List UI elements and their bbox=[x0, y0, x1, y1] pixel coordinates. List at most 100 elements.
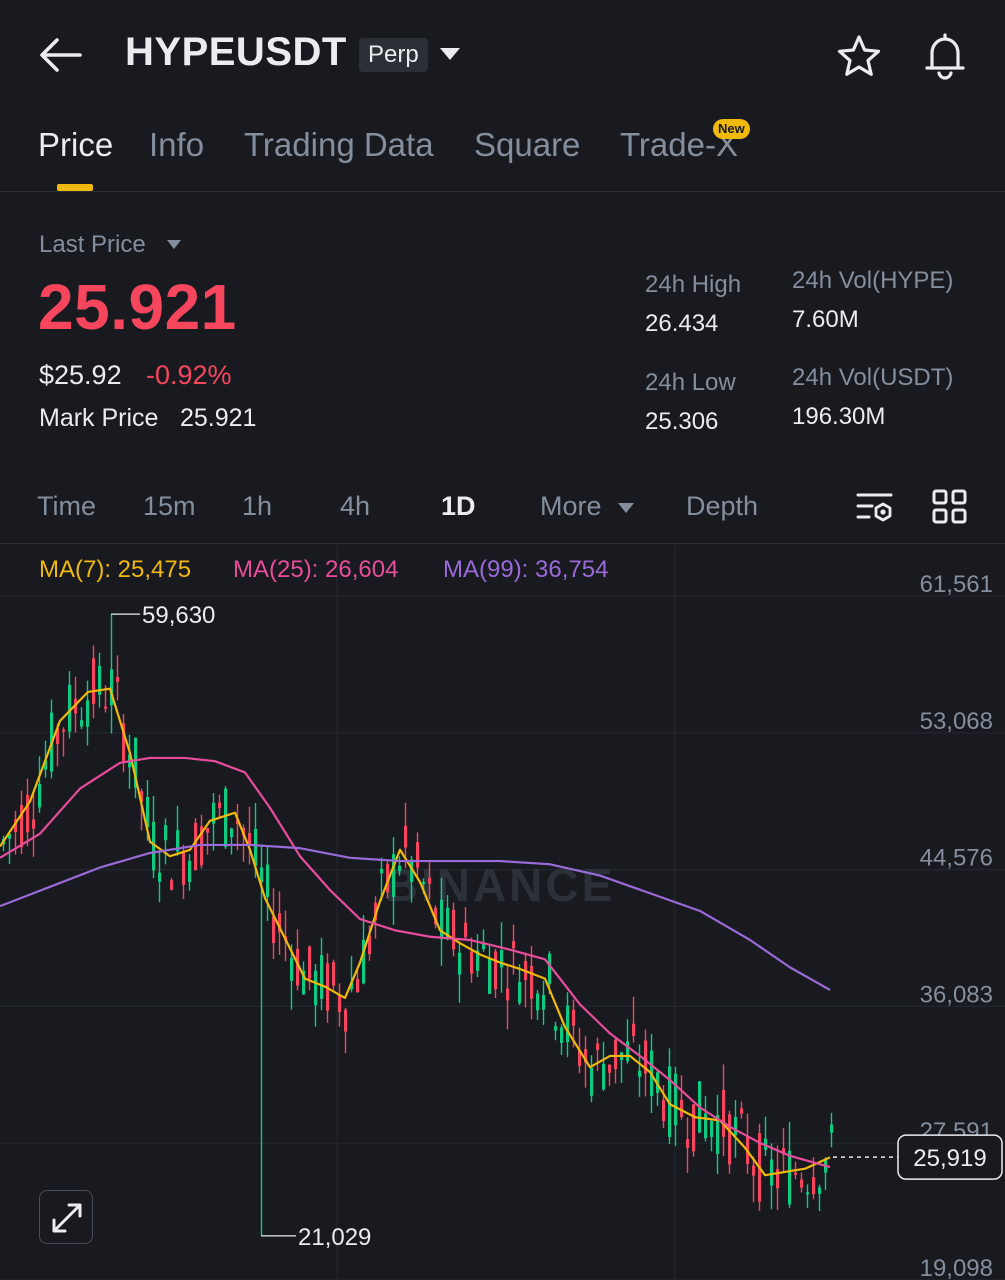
candle-body bbox=[350, 982, 354, 990]
candle-body bbox=[494, 951, 498, 990]
interval-15m[interactable]: 15m bbox=[143, 491, 196, 521]
chevron-down-icon[interactable] bbox=[617, 501, 635, 514]
candle-body bbox=[122, 723, 126, 762]
candle-body bbox=[692, 1104, 696, 1152]
candle-body bbox=[458, 952, 462, 975]
candle-body bbox=[800, 1179, 804, 1188]
candle-body bbox=[830, 1124, 834, 1133]
candle-body bbox=[776, 1168, 780, 1189]
interval-more[interactable]: More bbox=[540, 491, 602, 521]
candle-body bbox=[818, 1187, 822, 1194]
candle-body bbox=[296, 948, 300, 986]
candle-body bbox=[446, 907, 450, 938]
low-marker-label: 21,029 bbox=[298, 1224, 371, 1251]
last-price-label[interactable]: Last Price bbox=[39, 231, 146, 258]
candle-body bbox=[704, 1113, 708, 1139]
interval-time[interactable]: Time bbox=[37, 491, 96, 521]
candle-body bbox=[470, 951, 474, 974]
y-tick-label: 19,098 bbox=[920, 1255, 993, 1280]
usd-price: $25.92 bbox=[39, 360, 122, 390]
tab-bar: Price Info Trading Data Square Trade-X bbox=[0, 110, 1005, 192]
chevron-down-icon[interactable] bbox=[166, 237, 182, 249]
candle-body bbox=[362, 939, 366, 984]
vol-base-value: 7.60M bbox=[792, 306, 859, 333]
interval-1h[interactable]: 1h bbox=[242, 491, 273, 521]
star-icon[interactable] bbox=[834, 32, 884, 80]
candle-body bbox=[368, 935, 372, 955]
candle-body bbox=[404, 825, 408, 848]
candle-body bbox=[230, 828, 234, 838]
candle-body bbox=[608, 1064, 612, 1073]
fullscreen-expand-icon[interactable] bbox=[39, 1190, 93, 1244]
candle-body bbox=[536, 993, 540, 1011]
price-change-percent: -0.92% bbox=[146, 360, 232, 390]
vol-quote-label: 24h Vol(USDT) bbox=[792, 364, 954, 391]
y-tick-label: 36,083 bbox=[920, 981, 993, 1008]
candle-body bbox=[290, 957, 294, 981]
candle-body bbox=[806, 1192, 810, 1195]
interval-1d[interactable]: 1D bbox=[441, 491, 476, 521]
ma-line bbox=[0, 843, 831, 991]
candle-body bbox=[20, 805, 24, 848]
watermark: BINANCE bbox=[385, 859, 616, 911]
tab-info[interactable]: Info bbox=[149, 126, 205, 163]
interval-depth[interactable]: Depth bbox=[686, 491, 759, 521]
indicator-settings-icon[interactable] bbox=[855, 488, 895, 528]
chart-grid bbox=[0, 546, 1005, 1280]
candle-body bbox=[560, 1027, 564, 1043]
candle-body bbox=[164, 825, 168, 841]
last-price-value: 25.921 bbox=[38, 271, 237, 343]
candle-body bbox=[794, 1172, 798, 1175]
candle-body bbox=[602, 1063, 606, 1090]
candle-body bbox=[254, 828, 258, 866]
candle-body bbox=[686, 1139, 690, 1148]
interval-4h[interactable]: 4h bbox=[340, 491, 371, 521]
tab-price[interactable]: Price bbox=[38, 126, 114, 163]
chevron-down-icon[interactable] bbox=[438, 44, 462, 64]
grid-layout-icon[interactable] bbox=[931, 488, 969, 526]
candle-body bbox=[596, 1043, 600, 1050]
candle-body bbox=[92, 658, 96, 705]
candle-body bbox=[62, 729, 66, 732]
candle-body bbox=[344, 1009, 348, 1032]
high-24h-label: 24h High bbox=[645, 271, 742, 298]
candle-body bbox=[512, 941, 516, 949]
ma-lines bbox=[0, 687, 831, 1177]
candle-body bbox=[80, 720, 84, 727]
ma99-legend: MA(99): 36,754 bbox=[443, 556, 609, 583]
candle-body bbox=[476, 950, 480, 971]
candle-body bbox=[278, 913, 282, 933]
candle-body bbox=[722, 1090, 726, 1137]
top-bar: HYPEUSDT Perp bbox=[0, 0, 1005, 110]
candle-body bbox=[734, 1116, 738, 1136]
extreme-markers: 59,630 21,029 bbox=[111, 602, 371, 1251]
candle-body bbox=[14, 819, 18, 832]
candle-body bbox=[224, 788, 228, 847]
back-arrow-icon[interactable] bbox=[36, 32, 86, 78]
candle-body bbox=[584, 1049, 588, 1063]
candle-body bbox=[548, 953, 552, 984]
bell-icon[interactable] bbox=[920, 30, 970, 80]
candle-body bbox=[308, 946, 312, 979]
candle-body bbox=[314, 970, 318, 1006]
candle-body bbox=[530, 965, 534, 999]
y-tick-label: 44,576 bbox=[920, 845, 993, 872]
candle-body bbox=[272, 916, 276, 943]
candle-body bbox=[56, 728, 60, 744]
low-24h-value: 25.306 bbox=[645, 408, 719, 435]
candle-body bbox=[86, 700, 90, 727]
candle-body bbox=[662, 1100, 666, 1122]
price-chart[interactable]: BINANCE 59,630 21,029 61,561 53,068 44,576… bbox=[0, 546, 1005, 1280]
symbol-title[interactable]: HYPEUSDT bbox=[125, 30, 347, 74]
candle-body bbox=[728, 1114, 732, 1165]
candle-body bbox=[410, 859, 414, 883]
tab-trading-data[interactable]: Trading Data bbox=[244, 126, 434, 163]
perp-badge: Perp bbox=[359, 38, 428, 72]
candle-body bbox=[452, 909, 456, 950]
candle-body bbox=[260, 867, 264, 883]
candle-body bbox=[488, 958, 492, 994]
ma-line bbox=[0, 756, 831, 1169]
tab-square[interactable]: Square bbox=[474, 126, 581, 163]
candle-body bbox=[542, 995, 546, 1010]
new-badge: New bbox=[713, 119, 750, 139]
